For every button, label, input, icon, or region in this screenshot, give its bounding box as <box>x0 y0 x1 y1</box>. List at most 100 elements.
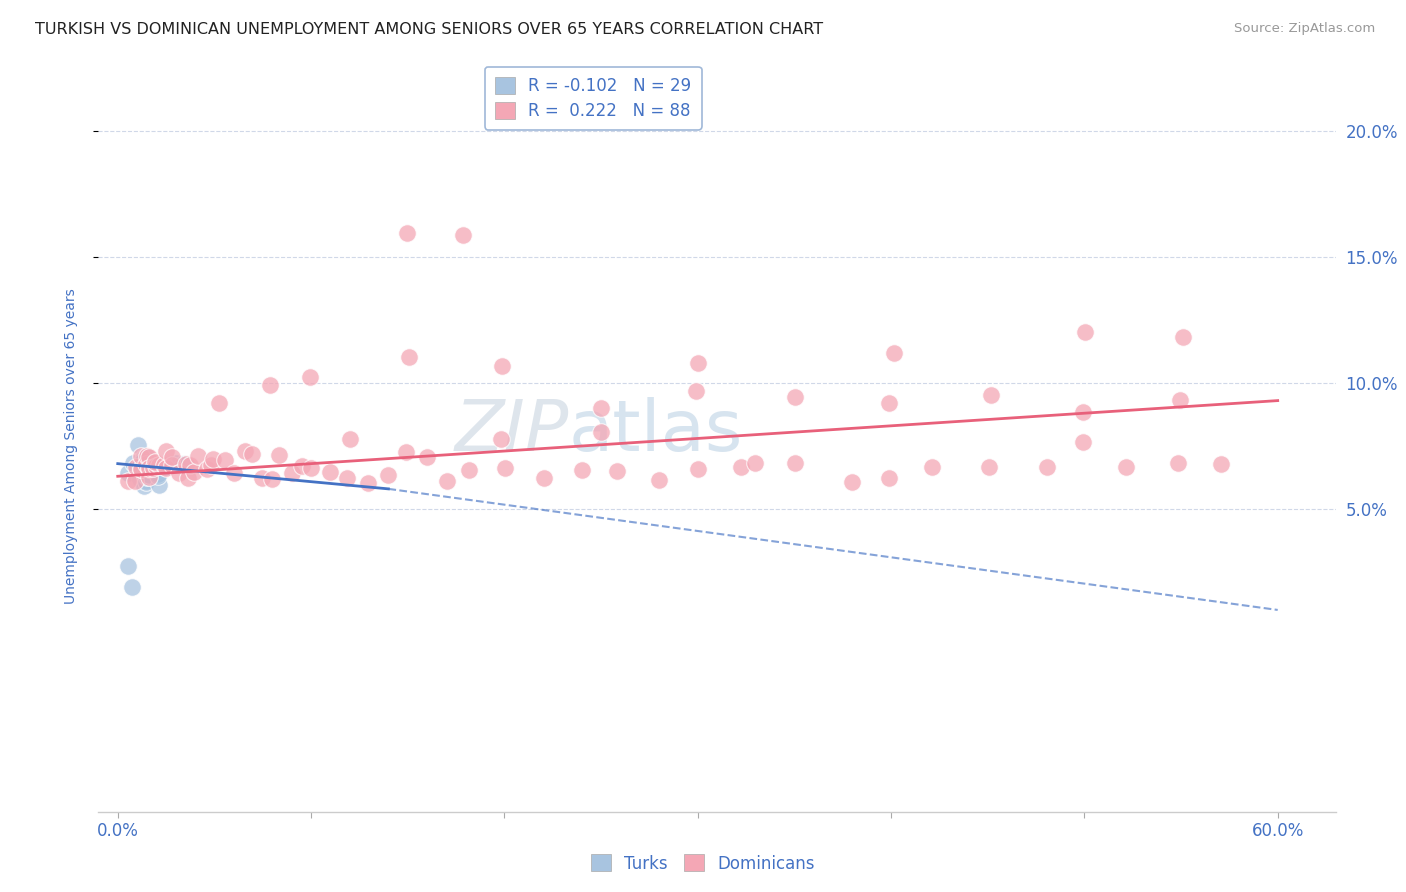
Point <box>458 463 481 477</box>
Point <box>921 460 943 475</box>
Point <box>298 370 321 384</box>
Text: TURKISH VS DOMINICAN UNEMPLOYMENT AMONG SENIORS OVER 65 YEARS CORRELATION CHART: TURKISH VS DOMINICAN UNEMPLOYMENT AMONG … <box>35 22 824 37</box>
Point <box>142 460 165 475</box>
Point <box>165 457 187 471</box>
Point <box>148 458 170 473</box>
Point <box>139 461 162 475</box>
Point <box>135 475 157 490</box>
Point <box>202 451 225 466</box>
Point <box>783 456 806 470</box>
Point <box>1071 435 1094 450</box>
Point <box>395 227 418 241</box>
Point <box>138 460 160 475</box>
Point <box>160 458 183 472</box>
Point <box>357 475 380 490</box>
Point <box>877 471 900 485</box>
Point <box>1071 405 1094 419</box>
Point <box>117 467 139 481</box>
Point <box>979 460 1001 475</box>
Point <box>339 432 361 446</box>
Text: Source: ZipAtlas.com: Source: ZipAtlas.com <box>1234 22 1375 36</box>
Point <box>138 467 160 482</box>
Point <box>177 471 200 485</box>
Point <box>214 453 236 467</box>
Point <box>134 450 156 464</box>
Point <box>138 462 160 476</box>
Point <box>135 457 157 471</box>
Point <box>135 463 157 477</box>
Y-axis label: Unemployment Among Seniors over 65 years: Unemployment Among Seniors over 65 years <box>63 288 77 604</box>
Point <box>259 378 281 392</box>
Point <box>686 461 709 475</box>
Point <box>117 474 139 488</box>
Point <box>240 447 263 461</box>
Point <box>841 475 863 489</box>
Point <box>148 459 170 474</box>
Point <box>451 228 474 243</box>
Legend: Turks, Dominicans: Turks, Dominicans <box>583 847 823 880</box>
Point <box>124 474 146 488</box>
Point <box>685 384 707 398</box>
Point <box>730 460 752 475</box>
Point <box>208 396 231 410</box>
Point <box>146 469 169 483</box>
Point <box>1115 459 1137 474</box>
Point <box>648 473 671 487</box>
Point <box>980 388 1002 402</box>
Point <box>688 356 710 370</box>
Point <box>319 465 342 479</box>
Point <box>1209 457 1232 471</box>
Point <box>416 450 439 464</box>
Point <box>148 467 170 482</box>
Point <box>132 454 155 468</box>
Point <box>143 455 166 469</box>
Point <box>200 458 222 472</box>
Point <box>222 467 245 481</box>
Point <box>153 458 176 472</box>
Point <box>877 396 900 410</box>
Point <box>395 445 418 459</box>
Point <box>299 460 322 475</box>
Point <box>183 465 205 479</box>
Point <box>533 471 555 485</box>
Point <box>336 470 359 484</box>
Point <box>129 458 152 472</box>
Point <box>591 401 613 415</box>
Point <box>1074 325 1097 339</box>
Point <box>155 444 177 458</box>
Point <box>153 459 176 474</box>
Point <box>135 474 157 488</box>
Point <box>377 467 399 482</box>
Point <box>250 471 273 485</box>
Point <box>494 461 516 475</box>
Point <box>1036 460 1059 475</box>
Point <box>571 463 593 477</box>
Point <box>436 474 458 488</box>
Point <box>135 469 157 483</box>
Point <box>172 457 194 471</box>
Point <box>155 461 177 475</box>
Point <box>132 452 155 467</box>
Point <box>125 460 148 475</box>
Point <box>744 456 766 470</box>
Point <box>260 472 283 486</box>
Point <box>121 580 143 594</box>
Point <box>1171 330 1194 344</box>
Legend: R = -0.102   N = 29, R =  0.222   N = 88: R = -0.102 N = 29, R = 0.222 N = 88 <box>485 67 702 129</box>
Point <box>491 359 513 373</box>
Text: atlas: atlas <box>568 397 742 466</box>
Point <box>127 437 149 451</box>
Point <box>591 425 613 439</box>
Point <box>281 466 304 480</box>
Point <box>1170 392 1192 407</box>
Point <box>167 466 190 480</box>
Point <box>491 432 513 446</box>
Point <box>135 450 157 464</box>
Point <box>174 458 197 472</box>
Point <box>145 462 167 476</box>
Point <box>129 462 152 476</box>
Point <box>136 450 159 465</box>
Point <box>785 390 807 404</box>
Point <box>129 472 152 486</box>
Point <box>138 469 160 483</box>
